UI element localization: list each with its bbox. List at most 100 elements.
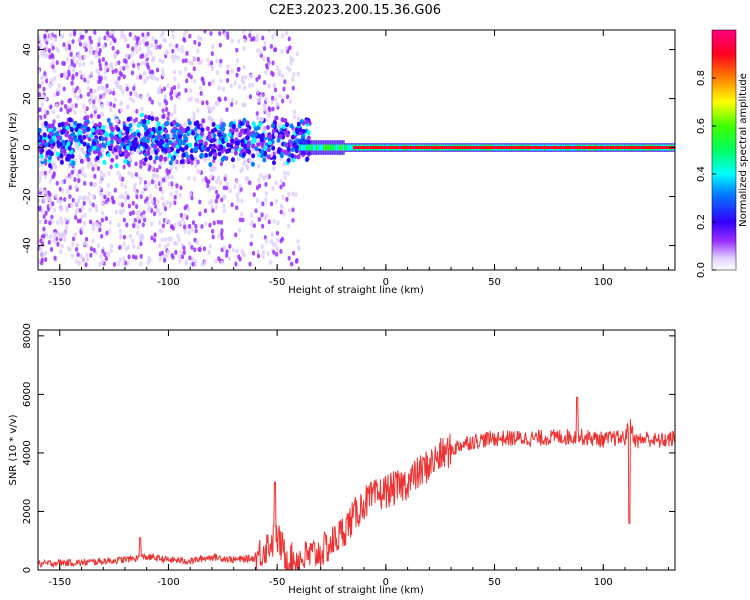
noise-cell: [178, 193, 182, 198]
noise-cell: [237, 38, 241, 44]
carrier-mid: [345, 144, 349, 151]
noise-cell: [101, 85, 106, 91]
noise-cell: [77, 260, 81, 265]
carrier-mid: [302, 144, 305, 151]
noise-cell: [211, 44, 215, 50]
band-cell: [207, 131, 212, 137]
noise-cell: [187, 230, 191, 235]
noise-cell: [132, 244, 136, 249]
noise-cell: [220, 228, 224, 234]
band-cell: [191, 130, 196, 136]
carrier-mid: [319, 144, 323, 151]
noise-cell: [128, 233, 132, 239]
noise-cell: [89, 94, 93, 100]
band-cell: [205, 126, 210, 132]
noise-cell: [89, 113, 94, 119]
noise-cell: [244, 74, 248, 80]
band-cell: [144, 143, 149, 149]
noise-cell: [97, 98, 102, 103]
noise-cell: [107, 171, 111, 176]
noise-cell: [205, 100, 209, 106]
noise-cell: [174, 250, 178, 255]
noise-cell: [243, 102, 247, 108]
noise-cell: [51, 45, 55, 51]
noise-cell: [231, 247, 236, 253]
band-cell: [215, 124, 220, 130]
band-cell: [156, 130, 161, 136]
noise-cell: [83, 173, 87, 179]
noise-cell: [71, 87, 75, 92]
noise-cell: [122, 241, 126, 247]
noise-cell: [185, 30, 189, 34]
noise-cell: [274, 31, 278, 37]
band-cell: [95, 155, 100, 161]
noise-cell: [108, 101, 113, 107]
noise-cell: [41, 53, 45, 58]
band-cell: [148, 133, 153, 139]
figure-title: C2E3.2023.200.15.36.G06: [269, 3, 441, 18]
noise-cell: [230, 97, 235, 103]
noise-cell: [67, 72, 71, 77]
noise-cell: [264, 191, 268, 197]
band-cell: [131, 143, 136, 149]
noise-cell: [240, 198, 244, 204]
band-cell: [229, 128, 234, 134]
noise-cell: [283, 170, 287, 176]
noise-cell: [266, 251, 270, 256]
noise-cell: [150, 111, 154, 116]
noise-cell: [159, 180, 163, 186]
noise-cell: [272, 250, 276, 255]
noise-cell: [199, 91, 203, 96]
noise-cell: [125, 222, 129, 228]
noise-cell: [292, 72, 296, 77]
noise-cell: [81, 34, 85, 40]
noise-cell: [38, 198, 41, 204]
noise-cell: [136, 75, 140, 81]
noise-cell: [38, 187, 43, 192]
noise-cell: [254, 208, 258, 214]
band-cell: [71, 131, 76, 137]
carrier-mid: [333, 144, 337, 151]
noise-cell: [140, 60, 144, 66]
noise-cell: [248, 30, 252, 34]
noise-cell: [209, 31, 213, 36]
noise-cell: [63, 103, 68, 109]
noise-cell: [136, 245, 140, 251]
noise-cell: [150, 199, 154, 205]
noise-cell: [215, 179, 219, 184]
noise-cell: [91, 103, 96, 109]
band-cell: [60, 121, 65, 127]
noise-cell: [197, 41, 201, 47]
band-cell: [153, 143, 158, 149]
noise-cell: [203, 208, 208, 214]
noise-cell: [176, 55, 180, 61]
noise-cell: [60, 243, 64, 249]
noise-cell: [276, 220, 280, 226]
carrier-mid: [324, 144, 328, 151]
noise-cell: [60, 72, 64, 78]
noise-cell: [198, 199, 202, 205]
noise-cell: [255, 111, 259, 116]
band-cell: [258, 122, 263, 128]
noise-cell: [139, 194, 143, 199]
noise-cell: [180, 48, 184, 54]
noise-cell: [288, 67, 292, 73]
noise-cell: [174, 165, 178, 171]
band-cell: [65, 156, 70, 162]
noise-cell: [52, 119, 56, 125]
band-cell: [120, 141, 125, 147]
noise-cell: [169, 200, 173, 206]
noise-cell: [256, 47, 260, 53]
noise-cell: [105, 83, 109, 89]
noise-cell: [74, 103, 78, 108]
noise-cell: [80, 226, 84, 232]
noise-cell: [235, 100, 239, 105]
noise-cell: [118, 257, 122, 263]
band-cell: [65, 125, 70, 131]
noise-cell: [173, 222, 177, 228]
noise-cell: [135, 210, 139, 216]
noise-cell: [218, 180, 223, 186]
noise-cell: [262, 103, 267, 109]
band-cell: [196, 123, 201, 129]
band-cell: [200, 127, 205, 133]
